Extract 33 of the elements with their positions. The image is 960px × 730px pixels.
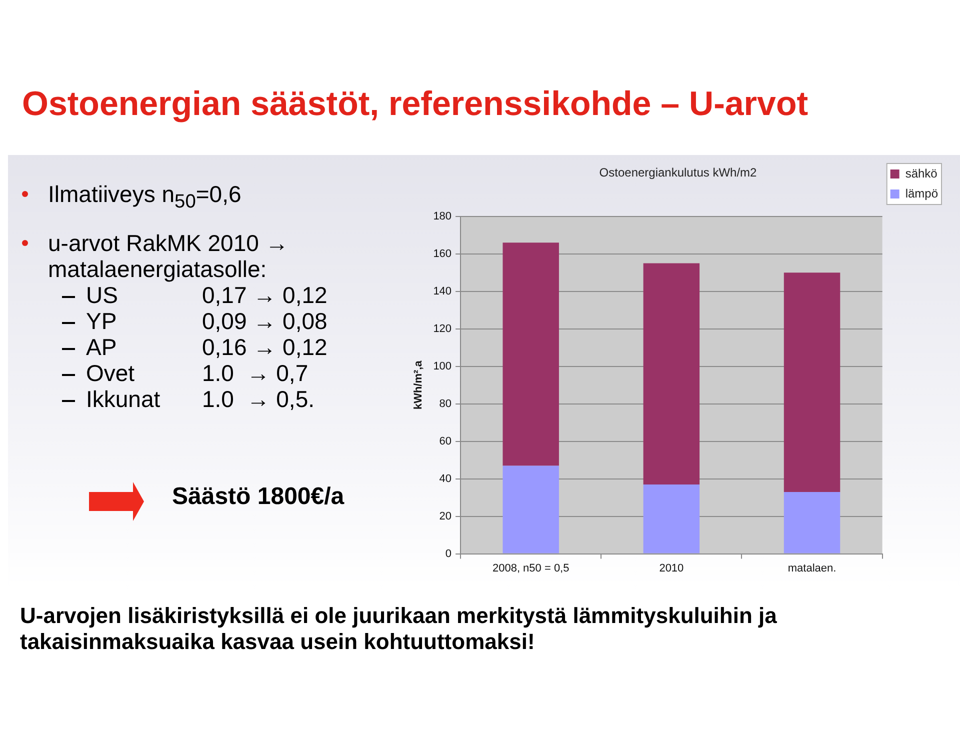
text: Ilmatiiveys n$_{50}$=0,6 [48,181,242,215]
bar [784,272,840,492]
legend-label: sähkö [905,166,938,180]
y-tick-label: 20 [439,510,452,522]
y-tick-label: 160 [433,248,452,260]
legend-label: lämpö [905,186,938,200]
bar [643,484,700,554]
bar [502,242,559,466]
text: Ovet 1.0 → 0,7 [86,360,308,386]
chart-subtitle: Ostoenergiankulutus kWh/m2 [599,166,758,180]
chart-title: Ostoenergian säästöt, referenssikohde – U-arvot [22,84,808,124]
text: YP 0,09 → 0,08 [86,308,328,334]
y-tick-label: 180 [433,210,452,222]
text: Ikkunat 1.0 → 0,5. [86,386,315,412]
text: AP 0,16 → 0,12 [86,334,328,360]
y-tick-label: 40 [439,472,452,485]
text: u-arvot RakMK 2010 → matalaenergiatasolle: [48,230,290,282]
text: U-arvojen lisäkiristyksillä ei ole juurikaan merkitystä lämmityskuluihin ja takaisinmaksuaika kasvaa usein kohtuuttomaksi! [20,603,778,655]
x-tick-label: matalaen. [788,562,836,574]
y-axis-title: kWh/m²,a [412,360,425,410]
bar [643,263,700,484]
bar [502,466,559,554]
y-tick-label: 60 [439,435,452,448]
x-tick-label: 2010 [659,562,684,574]
y-tick-label: 80 [439,398,452,410]
text: US 0,17 → 0,12 [86,282,328,308]
y-tick-label: 140 [433,285,452,298]
text: Säästö 1800€/a [172,483,344,511]
bar [784,492,840,554]
y-tick-label: 120 [433,322,452,335]
y-tick-label: 100 [433,360,452,372]
y-tick-label: 0 [445,548,452,560]
x-tick-label: 2008, n50 = 0,5 [492,562,570,574]
